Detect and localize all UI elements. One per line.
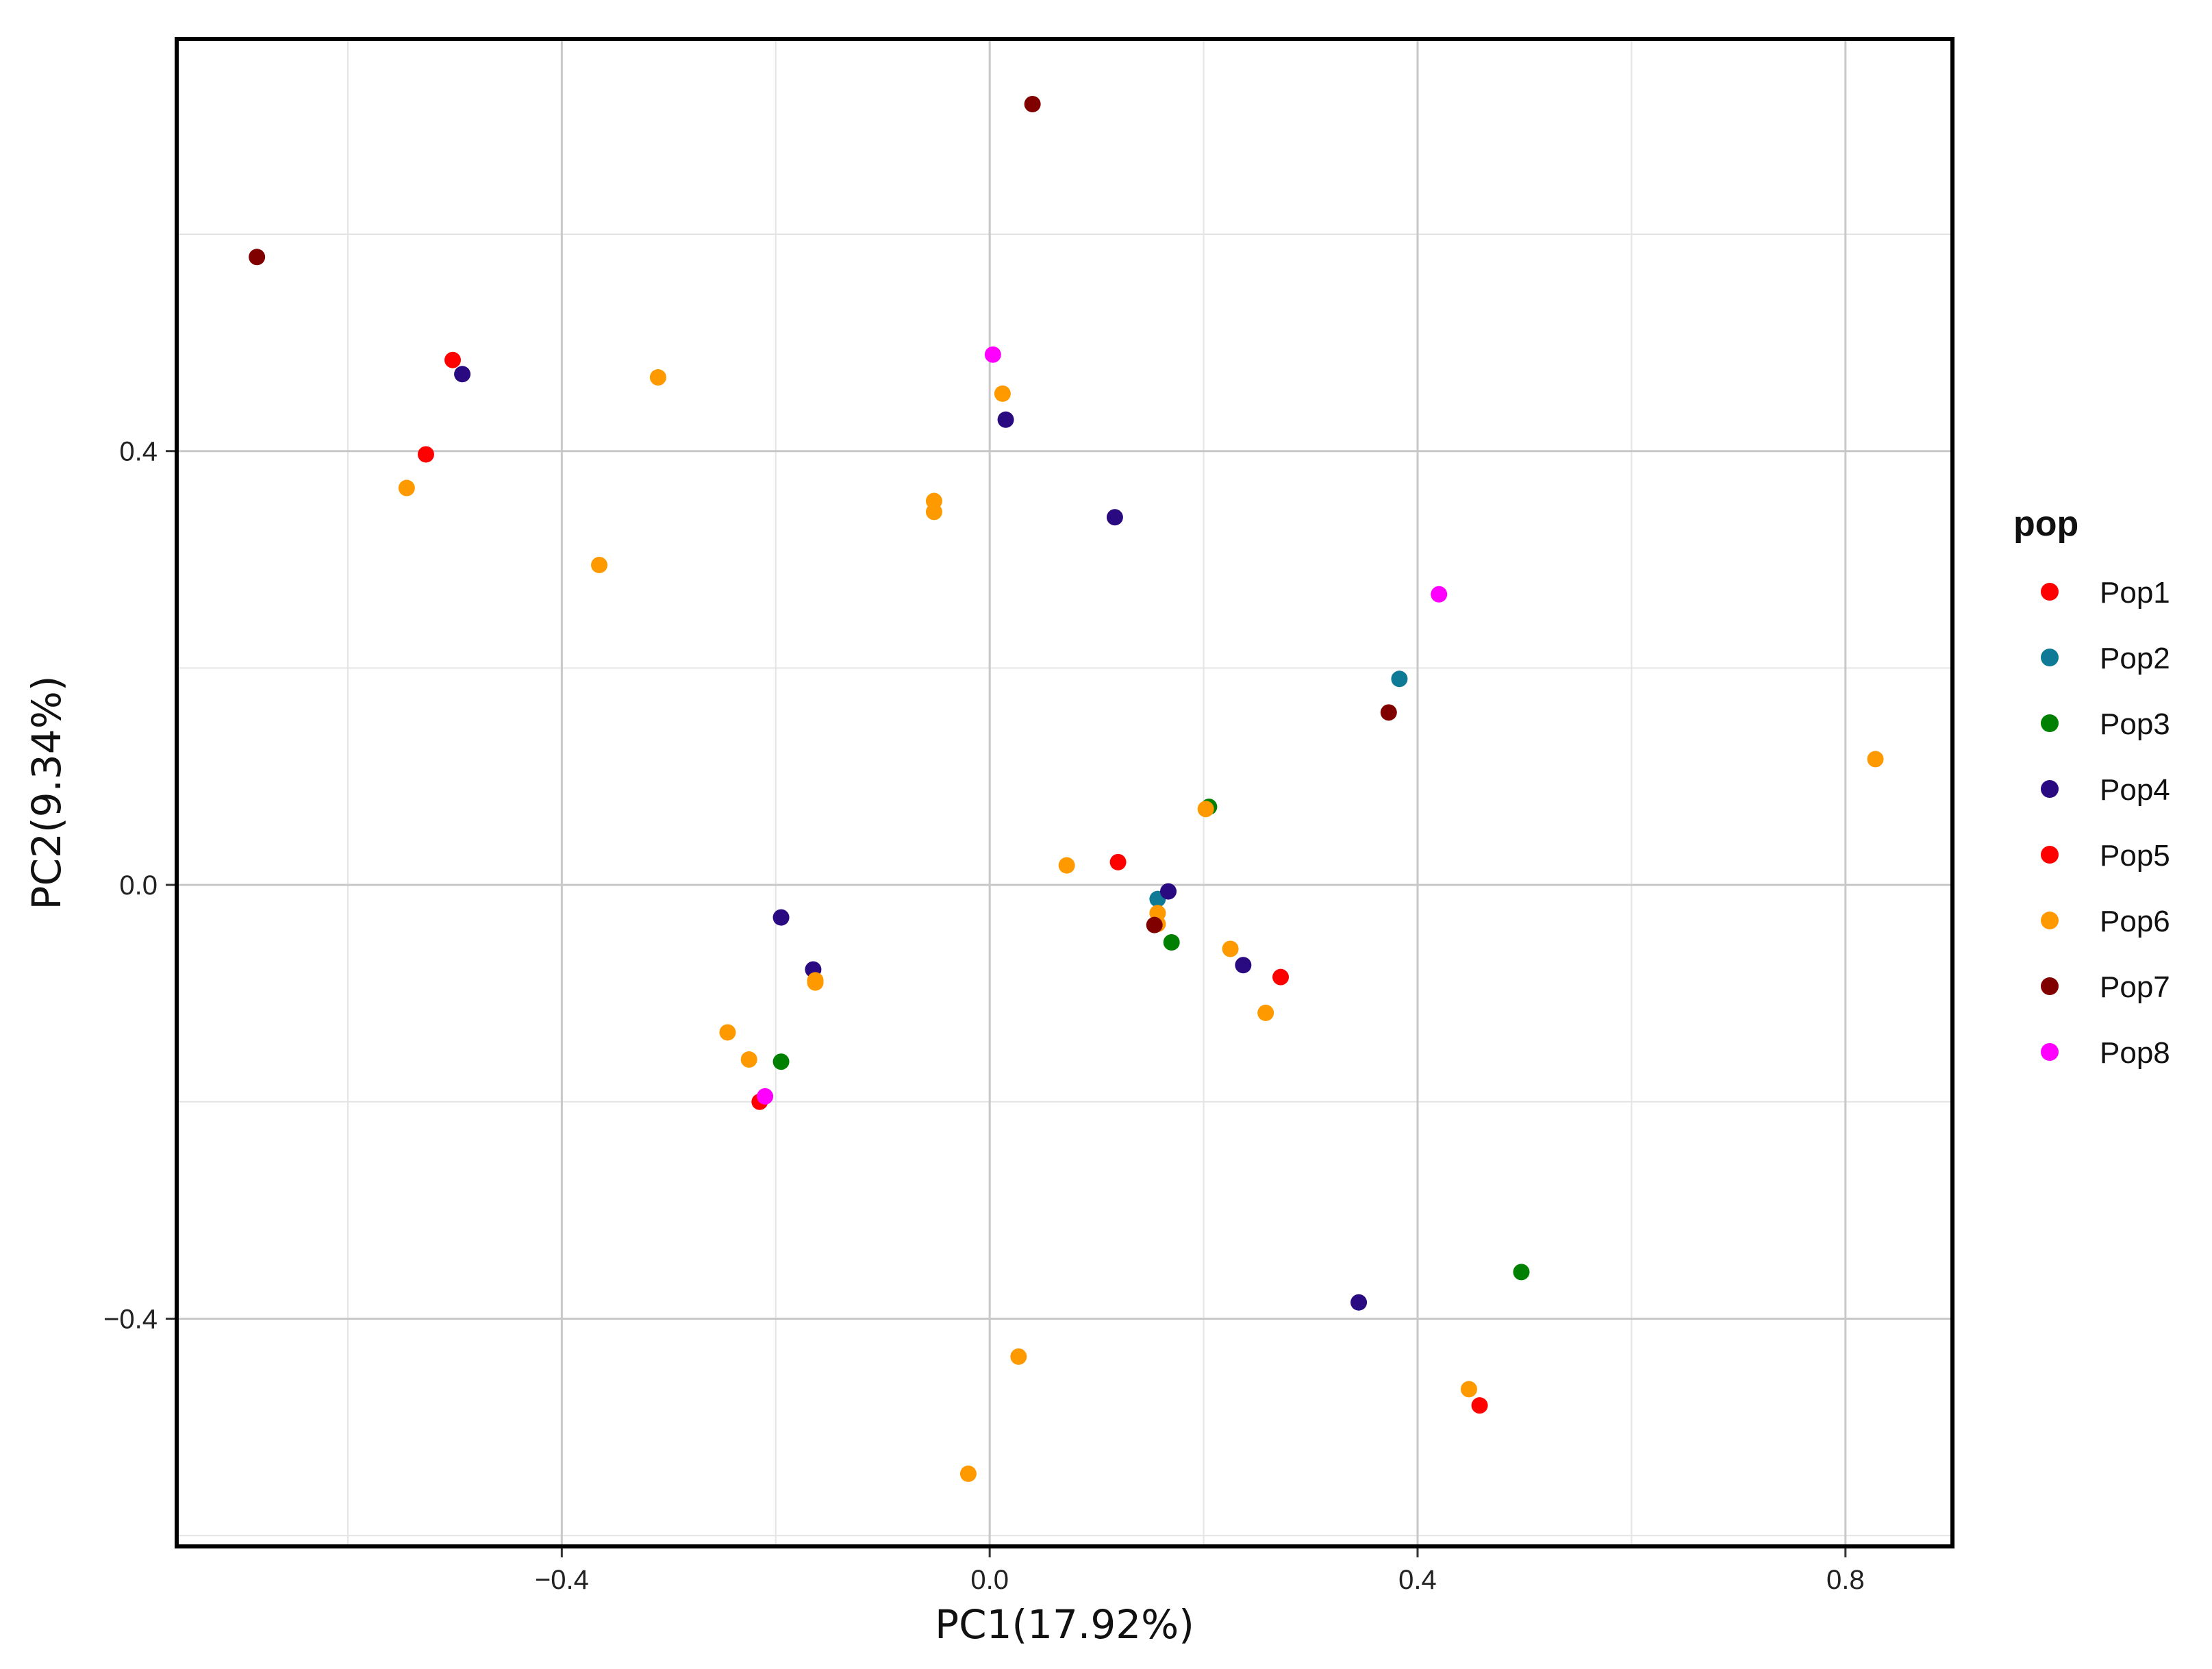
point-pop4 (454, 366, 471, 383)
legend-key-pop2 (2041, 649, 2059, 666)
point-pop3 (1513, 1264, 1530, 1281)
legend: pop Pop1 Pop2 Pop3 Pop4 Pop5 Pop6 Pop7 Pop8 (2013, 504, 2170, 1070)
point-pop4 (772, 909, 790, 926)
x-axis-ticks: −0.4 0.0 0.4 0.8 (535, 1548, 1865, 1595)
point-pop4 (1106, 509, 1123, 526)
point-pop4 (1235, 957, 1252, 974)
point-pop2 (1391, 670, 1408, 688)
point-pop8 (1431, 586, 1448, 603)
legend-title: pop (2013, 504, 2078, 544)
legend-label-pop2: Pop2 (2100, 642, 2170, 675)
point-pop6 (1197, 801, 1214, 818)
point-pop6 (1010, 1348, 1027, 1365)
legend-key-pop6 (2041, 912, 2059, 929)
point-pop7 (1380, 704, 1397, 721)
legend-key-pop5 (2041, 846, 2059, 864)
y-axis-title: PC2(9.34%) (23, 676, 70, 910)
legend-label-pop1: Pop1 (2100, 576, 2170, 610)
point-pop3 (1163, 934, 1180, 951)
point-pop7 (249, 249, 266, 266)
point-pop8 (984, 346, 1001, 363)
point-pop3 (772, 1053, 790, 1070)
point-pop1 (444, 351, 462, 368)
legend-key-pop8 (2041, 1043, 2059, 1061)
point-pop6 (719, 1024, 736, 1041)
point-pop1 (1272, 968, 1290, 986)
legend-key-pop3 (2041, 714, 2059, 732)
point-pop1 (417, 446, 434, 463)
x-tick-label: 0.4 (1398, 1565, 1437, 1595)
point-pop6 (1058, 857, 1075, 874)
legend-label-pop4: Pop4 (2100, 773, 2170, 807)
legend-key-pop7 (2041, 977, 2059, 995)
legend-label-pop8: Pop8 (2100, 1036, 2170, 1070)
point-pop6 (925, 503, 942, 520)
y-tick-label: 0.0 (119, 870, 158, 901)
point-pop7 (1024, 96, 1041, 113)
y-tick-label: 0.4 (119, 437, 158, 467)
data-points (249, 96, 1884, 1482)
point-pop6 (994, 385, 1011, 402)
point-pop6 (1460, 1381, 1477, 1398)
legend-label-pop3: Pop3 (2100, 707, 2170, 741)
x-tick-label: −0.4 (535, 1565, 589, 1595)
x-axis-title: PC1(17.92%) (935, 1601, 1194, 1648)
point-pop4 (1160, 883, 1177, 900)
point-pop6 (1867, 751, 1884, 768)
point-pop6 (1222, 940, 1239, 957)
legend-key-pop4 (2041, 780, 2059, 798)
point-pop6 (1257, 1004, 1274, 1021)
point-pop6 (959, 1465, 977, 1482)
plot-panel-border (175, 37, 1955, 1548)
legend-label-pop5: Pop5 (2100, 839, 2170, 873)
minor-gridlines (177, 39, 1952, 1546)
legend-key-pop1 (2041, 583, 2059, 601)
y-axis-ticks: −0.4 0.0 0.4 (103, 437, 175, 1334)
y-tick-label: −0.4 (103, 1304, 158, 1334)
point-pop6 (591, 556, 608, 573)
major-gridlines (177, 39, 1952, 1546)
point-pop7 (1146, 916, 1163, 933)
x-tick-label: 0.0 (970, 1565, 1009, 1595)
legend-label-pop6: Pop6 (2100, 905, 2170, 938)
point-pop4 (997, 411, 1014, 428)
point-pop6 (807, 974, 824, 991)
legend-label-pop7: Pop7 (2100, 970, 2170, 1004)
point-pop4 (1350, 1294, 1368, 1311)
point-pop6 (398, 479, 415, 497)
point-pop1 (1471, 1397, 1488, 1414)
point-pop6 (740, 1051, 757, 1068)
point-pop5 (1109, 853, 1127, 870)
point-pop6 (649, 369, 666, 386)
point-pop8 (757, 1088, 774, 1105)
x-tick-label: 0.8 (1826, 1565, 1865, 1595)
